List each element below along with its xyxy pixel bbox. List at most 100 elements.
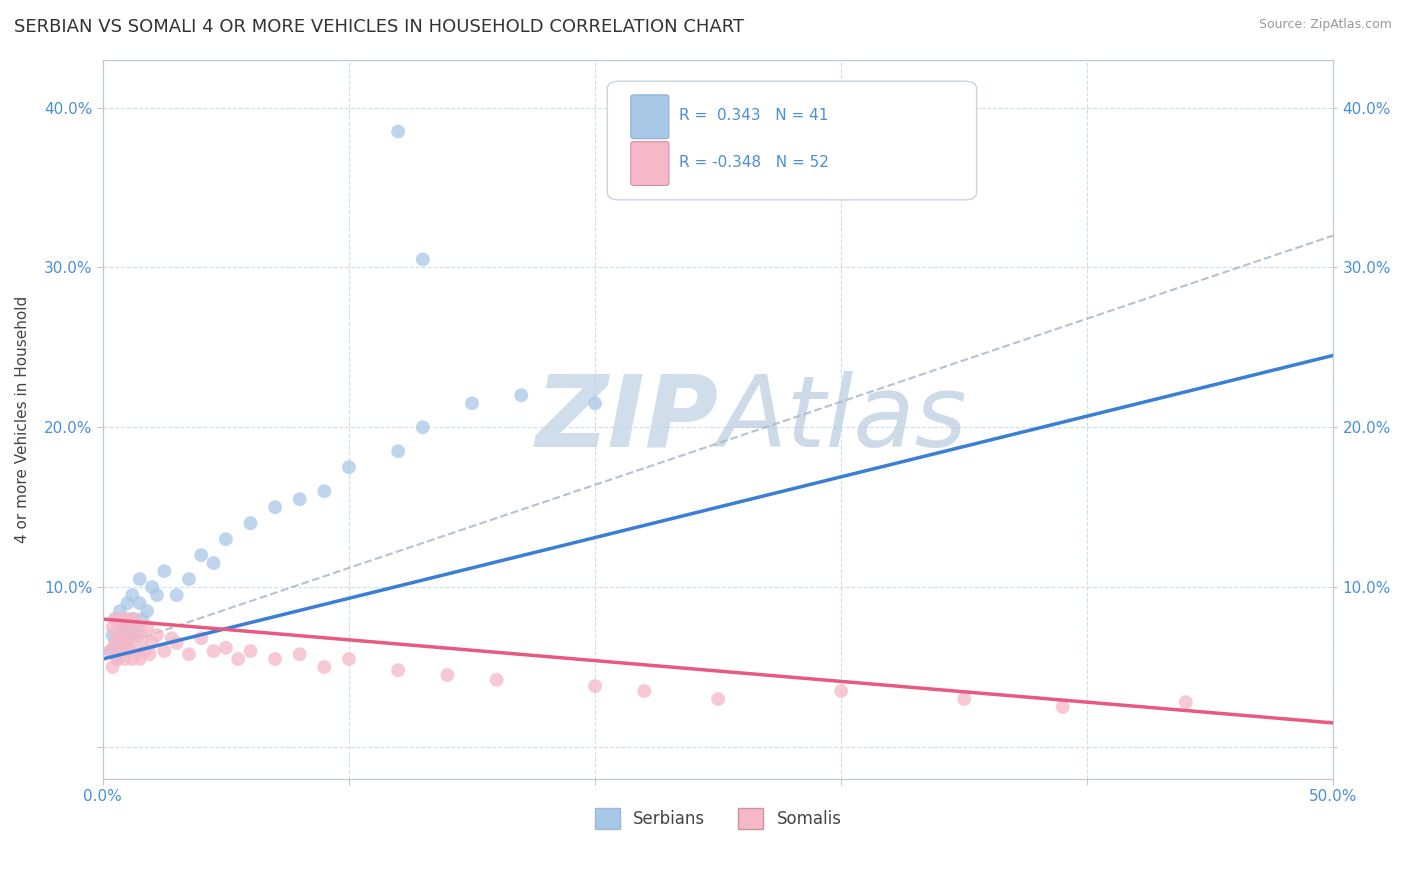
FancyBboxPatch shape	[631, 142, 669, 186]
Text: Source: ZipAtlas.com: Source: ZipAtlas.com	[1258, 18, 1392, 31]
Point	[128, 596, 150, 610]
Point	[412, 420, 434, 434]
Point	[121, 652, 143, 666]
FancyBboxPatch shape	[631, 95, 669, 139]
Text: R = -0.348   N = 52: R = -0.348 N = 52	[679, 155, 828, 170]
Point	[153, 564, 176, 578]
Point	[226, 652, 249, 666]
Point	[337, 652, 360, 666]
Point	[108, 620, 131, 634]
Point	[190, 632, 212, 646]
Point	[387, 124, 409, 138]
Point	[121, 620, 143, 634]
Y-axis label: 4 or more Vehicles in Household: 4 or more Vehicles in Household	[15, 295, 30, 543]
Point	[121, 612, 143, 626]
Point	[117, 636, 139, 650]
Point	[202, 644, 225, 658]
Point	[141, 580, 163, 594]
Point	[107, 628, 129, 642]
Point	[128, 652, 150, 666]
Point	[583, 679, 606, 693]
Point	[215, 640, 238, 655]
Legend: Serbians, Somalis: Serbians, Somalis	[588, 802, 848, 835]
Point	[141, 636, 163, 650]
Point	[114, 652, 136, 666]
Point	[111, 620, 134, 634]
Point	[177, 647, 200, 661]
Point	[436, 668, 458, 682]
Point	[264, 652, 287, 666]
Point	[136, 620, 159, 634]
Point	[485, 673, 508, 687]
Point	[166, 636, 188, 650]
Point	[104, 636, 127, 650]
Point	[128, 624, 150, 639]
Point	[111, 612, 134, 626]
Point	[1174, 695, 1197, 709]
Point	[633, 684, 655, 698]
Point	[146, 588, 169, 602]
Point	[124, 612, 146, 626]
Point	[215, 532, 238, 546]
Point	[114, 636, 136, 650]
Point	[107, 652, 129, 666]
Point	[108, 644, 131, 658]
Point	[264, 500, 287, 515]
Point	[461, 396, 484, 410]
Point	[202, 556, 225, 570]
Point	[98, 644, 121, 658]
Point	[108, 628, 131, 642]
Point	[131, 612, 153, 626]
Point	[288, 492, 311, 507]
Point	[124, 632, 146, 646]
Point	[101, 660, 124, 674]
Point	[953, 692, 976, 706]
Point	[136, 604, 159, 618]
Point	[111, 636, 134, 650]
Point	[111, 644, 134, 658]
Point	[104, 612, 127, 626]
Point	[134, 644, 156, 658]
Point	[121, 588, 143, 602]
Point	[707, 692, 730, 706]
Point	[117, 620, 139, 634]
FancyBboxPatch shape	[607, 81, 977, 200]
Point	[830, 684, 852, 698]
Point	[177, 572, 200, 586]
Point	[239, 644, 262, 658]
Point	[117, 612, 139, 626]
Point	[166, 588, 188, 602]
Point	[583, 396, 606, 410]
Point	[104, 612, 127, 626]
Point	[107, 652, 129, 666]
Point	[138, 647, 160, 661]
Text: Atlas: Atlas	[718, 371, 967, 467]
Point	[387, 663, 409, 677]
Point	[153, 644, 176, 658]
Point	[131, 632, 153, 646]
Point	[387, 444, 409, 458]
Point	[510, 388, 533, 402]
Point	[118, 628, 141, 642]
Point	[1052, 700, 1074, 714]
Point	[314, 484, 336, 499]
Point	[160, 632, 183, 646]
Text: R =  0.343   N = 41: R = 0.343 N = 41	[679, 108, 828, 123]
Point	[101, 620, 124, 634]
Point	[412, 252, 434, 267]
Point	[239, 516, 262, 531]
Point	[190, 548, 212, 562]
Point	[108, 604, 131, 618]
Point	[288, 647, 311, 661]
Point	[117, 596, 139, 610]
Point	[104, 636, 127, 650]
Point	[118, 644, 141, 658]
Point	[124, 620, 146, 634]
Point	[101, 628, 124, 642]
Text: ZIP: ZIP	[536, 371, 718, 467]
Point	[128, 572, 150, 586]
Point	[127, 628, 149, 642]
Point	[314, 660, 336, 674]
Point	[127, 644, 149, 658]
Point	[114, 628, 136, 642]
